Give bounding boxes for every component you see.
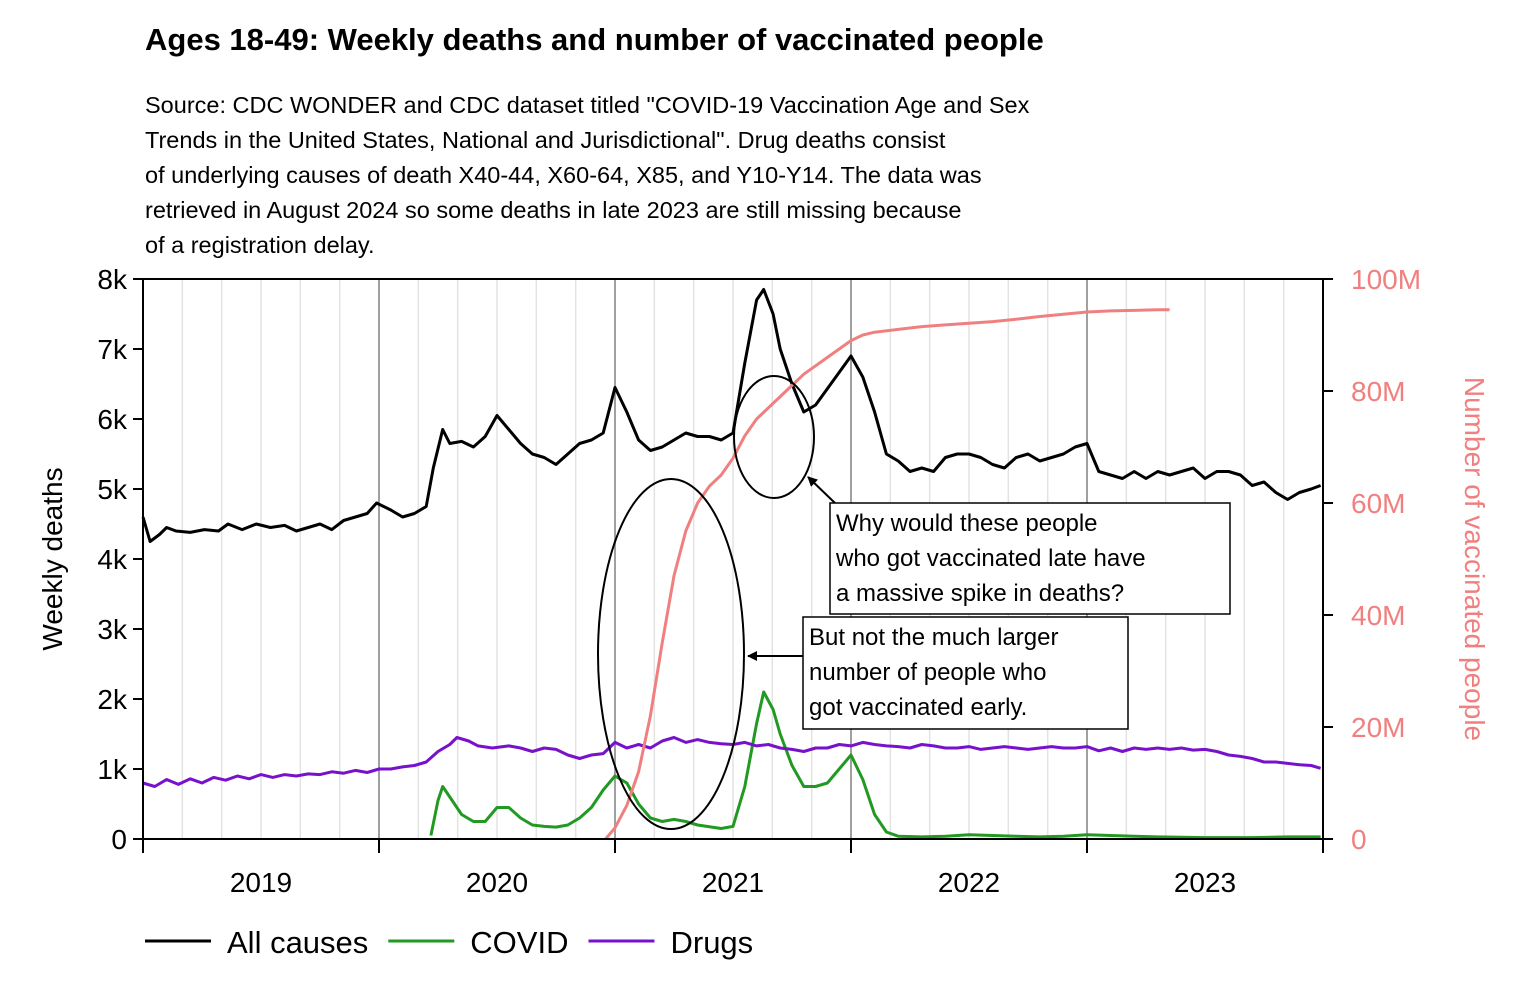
annotation-text: got vaccinated early.: [809, 694, 1027, 721]
annotation-text: a massive spike in deaths?: [836, 580, 1124, 607]
y-tick-label: 7k: [97, 334, 128, 365]
y2-tick-label: 40M: [1351, 600, 1405, 631]
y2-tick-label: 0: [1351, 824, 1367, 855]
x-tick-label: 2023: [1174, 867, 1236, 898]
legend-label: COVID: [470, 925, 568, 960]
annotation-box-early: [802, 616, 1129, 730]
legend-label: All causes: [227, 925, 368, 960]
y-tick-label: 5k: [97, 474, 128, 505]
annotation-box-late: [829, 502, 1231, 615]
annotation-arrow-late: [807, 476, 837, 505]
y-tick-label: 6k: [97, 404, 128, 435]
chart-title: Ages 18-49: Weekly deaths and number of …: [145, 22, 1044, 57]
y-tick-label: 4k: [97, 544, 128, 575]
y-tick-label: 8k: [97, 264, 128, 295]
chart-subtitle: Source: CDC WONDER and CDC dataset title…: [145, 88, 1029, 263]
series-line-covid: [429, 690, 1321, 840]
y2-tick-label: 60M: [1351, 488, 1405, 519]
annotation-text: But not the much larger: [809, 624, 1058, 651]
y2-tick-label: 100M: [1351, 264, 1421, 295]
annotation-text: Why would these people: [836, 510, 1098, 537]
series-line-all-causes: [141, 288, 1322, 543]
subtitle-line: of underlying causes of death X40-44, X6…: [145, 162, 982, 188]
legend-label: Drugs: [670, 925, 753, 960]
y-tick-label: 0: [111, 824, 127, 855]
subtitle-line: Source: CDC WONDER and CDC dataset title…: [145, 92, 1030, 118]
annotation-text: who got vaccinated late have: [835, 545, 1146, 572]
y-axis-title: Weekly deaths: [37, 467, 68, 650]
subtitle-line: Trends in the United States, National an…: [145, 127, 946, 153]
annotation-ellipse-early: [597, 478, 745, 830]
x-tick-label: 2020: [466, 867, 528, 898]
x-tick-label: 2021: [702, 867, 764, 898]
x-tick-label: 2022: [938, 867, 1000, 898]
x-tick-label: 2019: [230, 867, 292, 898]
annotation-ellipse-late: [733, 375, 815, 499]
subtitle-line: of a registration delay.: [145, 232, 375, 258]
y2-tick-label: 80M: [1351, 376, 1405, 407]
series-line-drugs: [142, 736, 1322, 788]
series-line-vaccinated-people: [604, 308, 1170, 840]
y-tick-label: 3k: [97, 614, 128, 645]
annotation-text: number of people who: [809, 659, 1047, 686]
subtitle-line: retrieved in August 2024 so some deaths …: [145, 197, 962, 223]
y-tick-label: 1k: [97, 754, 128, 785]
y-tick-label: 2k: [97, 684, 128, 715]
y2-tick-label: 20M: [1351, 712, 1405, 743]
y2-axis-title: Number of vaccinated people: [1459, 377, 1490, 741]
